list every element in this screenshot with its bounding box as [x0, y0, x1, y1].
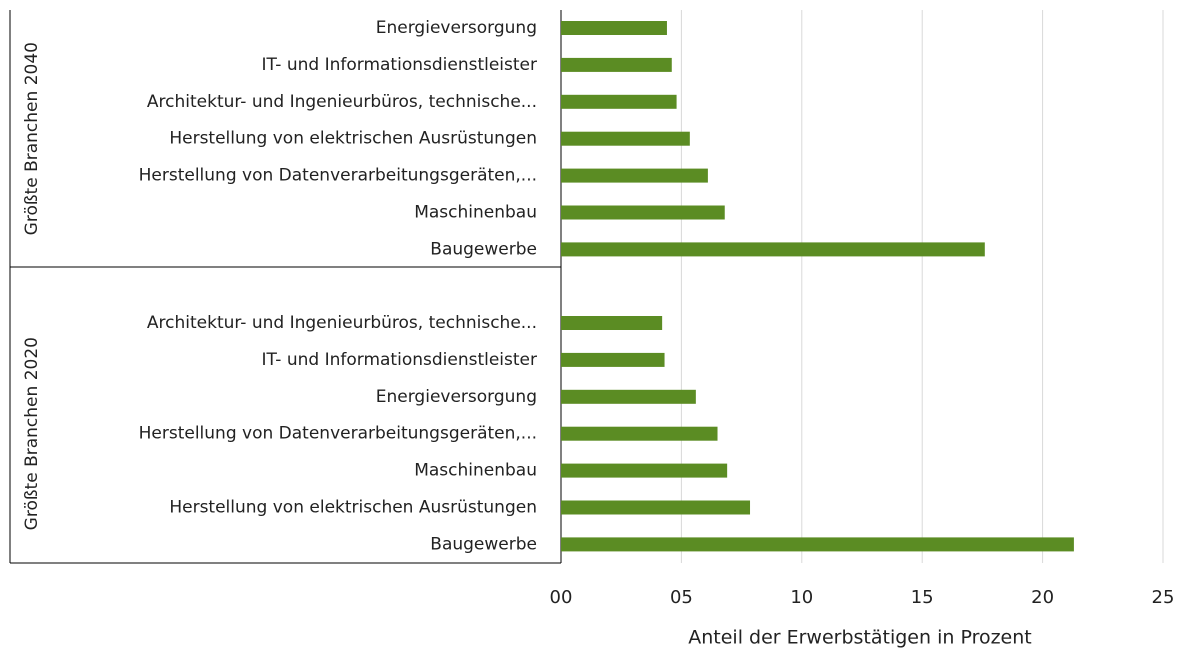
- y-tick-label: Maschinenbau: [414, 203, 537, 223]
- x-tick-label: 00: [550, 587, 573, 608]
- y-tick-label: Herstellung von elektrischen Ausrüstunge…: [169, 129, 537, 149]
- bar: [561, 500, 751, 515]
- y-tick-label: IT- und Informationsdienstleister: [261, 55, 537, 75]
- y-tick-label: Herstellung von elektrischen Ausrüstunge…: [169, 498, 537, 518]
- bar: [561, 205, 725, 220]
- bar: [561, 316, 663, 330]
- y-tick-label: Energieversorgung: [376, 387, 537, 407]
- bar: [561, 168, 708, 183]
- bar: [561, 94, 677, 109]
- x-tick-label: 10: [790, 587, 813, 608]
- bar: [561, 131, 690, 146]
- x-tick-label: 25: [1152, 587, 1175, 608]
- y-tick-label: Baugewerbe: [430, 534, 537, 554]
- bar: [561, 537, 1074, 552]
- x-tick-label: 20: [1031, 587, 1054, 608]
- group-label: Größte Branchen 2040: [22, 42, 42, 235]
- bar: [561, 21, 667, 35]
- bar: [561, 352, 665, 367]
- bar: [561, 242, 985, 257]
- y-tick-label: Baugewerbe: [430, 239, 537, 259]
- x-axis-label: Anteil der Erwerbstätigen in Prozent: [688, 627, 1032, 649]
- y-tick-label: Herstellung von Datenverarbeitungsgeräte…: [139, 166, 537, 186]
- y-tick-label: Architektur- und Ingenieurbüros, technis…: [147, 92, 537, 112]
- x-tick-label: 15: [911, 587, 934, 608]
- y-tick-label: Herstellung von Datenverarbeitungsgeräte…: [139, 424, 537, 444]
- bar: [561, 426, 718, 441]
- y-tick-label: Architektur- und Ingenieurbüros, technis…: [147, 313, 537, 333]
- x-tick-label: 05: [670, 587, 693, 608]
- bar: [561, 57, 672, 72]
- y-tick-label: Energieversorgung: [376, 18, 537, 38]
- group-label: Größte Branchen 2020: [22, 337, 42, 530]
- y-tick-label: IT- und Informationsdienstleister: [261, 350, 537, 370]
- bar: [561, 389, 696, 404]
- y-tick-label: Maschinenbau: [414, 461, 537, 481]
- bar: [561, 463, 728, 478]
